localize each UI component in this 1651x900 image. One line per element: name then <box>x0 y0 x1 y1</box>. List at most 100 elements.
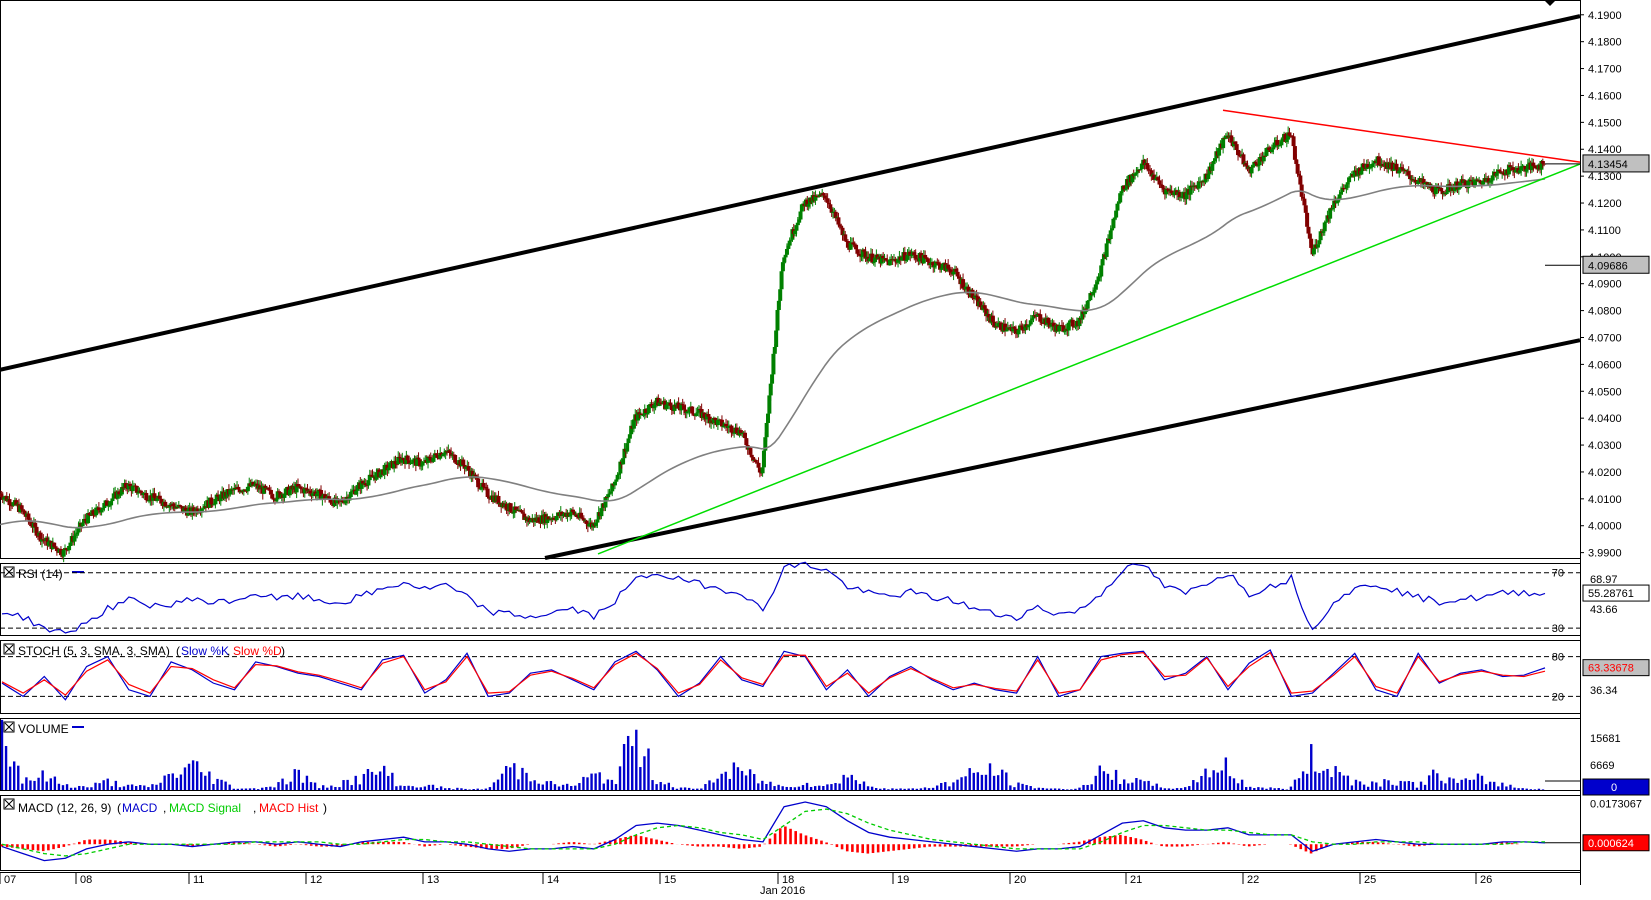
candle-body <box>854 244 859 250</box>
candle <box>637 407 642 419</box>
candle-body <box>1328 208 1333 219</box>
candle-body <box>1080 310 1085 320</box>
candle-body <box>522 513 527 520</box>
candle-body <box>933 262 938 266</box>
candle-body <box>1111 218 1116 229</box>
candle-body <box>1317 240 1322 245</box>
rsi-line <box>1 561 1546 634</box>
candle-body <box>656 397 661 406</box>
candle-body <box>679 404 684 411</box>
candle <box>676 397 681 409</box>
upper-channel-line <box>0 14 1581 372</box>
macd-legend-sep1: , <box>163 801 166 815</box>
candle <box>795 217 800 231</box>
candle-body <box>1135 169 1140 173</box>
candle-body <box>1269 149 1274 152</box>
candle <box>64 547 69 555</box>
candle-body <box>1322 222 1327 232</box>
candle-body <box>134 485 139 493</box>
x-month-label: Jan 2016 <box>760 885 805 895</box>
candle <box>1196 177 1201 193</box>
candle <box>157 491 162 499</box>
candle <box>813 190 818 205</box>
candle-body <box>1051 322 1056 327</box>
candle-body <box>64 548 69 550</box>
candle-body <box>1401 168 1406 171</box>
candle <box>1294 154 1299 166</box>
candle <box>603 496 608 512</box>
candle <box>1049 319 1054 332</box>
candle-body <box>1353 170 1358 172</box>
candle-body <box>843 234 848 241</box>
candle-body <box>473 474 478 477</box>
candle-body <box>822 195 827 199</box>
candle <box>1264 147 1269 157</box>
candle-body <box>1359 171 1364 175</box>
candle-body <box>676 402 681 409</box>
candle-body <box>1031 315 1036 319</box>
candle-body <box>776 300 781 311</box>
candle <box>1542 161 1547 167</box>
candle-body <box>686 411 691 413</box>
candle <box>1525 158 1530 174</box>
candle-body <box>80 522 85 527</box>
candle <box>545 513 550 529</box>
candle-body <box>1303 205 1308 213</box>
candle-body <box>1249 167 1254 174</box>
candle-body <box>1421 178 1426 184</box>
candle-body <box>875 254 880 259</box>
candle-body <box>22 510 27 515</box>
candle <box>635 409 640 424</box>
candle-body <box>407 460 412 465</box>
candle-body <box>308 490 313 494</box>
candle <box>863 246 868 262</box>
candle <box>817 191 822 198</box>
candle-body <box>240 491 245 493</box>
candle-body <box>1413 179 1418 183</box>
candle-body <box>665 404 670 406</box>
candle-body <box>201 508 206 510</box>
candle-body <box>612 481 617 486</box>
panel-cross <box>4 567 14 577</box>
candle <box>26 510 31 525</box>
candle-body <box>1123 188 1128 190</box>
candle <box>1005 321 1010 332</box>
candle-body <box>511 512 516 514</box>
candle <box>1105 234 1110 246</box>
candle-body <box>1112 217 1117 219</box>
candle-body <box>817 194 822 197</box>
volume-value-box <box>1582 778 1650 796</box>
candle-body <box>909 254 914 256</box>
candle-body <box>237 489 242 493</box>
candle <box>1447 179 1452 186</box>
candle-body <box>1040 322 1045 324</box>
candle-body <box>444 451 449 453</box>
candle-body <box>1217 148 1222 156</box>
candle-body <box>1337 194 1342 200</box>
candle-body <box>1210 163 1215 171</box>
candle-body <box>115 491 120 499</box>
candle-body <box>510 511 515 513</box>
candle <box>902 246 907 264</box>
candle-body <box>1332 200 1337 208</box>
candle-body <box>73 534 78 536</box>
candle-body <box>1114 210 1119 218</box>
candle-body <box>86 513 91 524</box>
triangle-support-line <box>597 163 1581 555</box>
candle-body <box>1156 177 1161 181</box>
candle-body <box>1016 329 1021 335</box>
candle-body <box>653 402 658 405</box>
candle-body <box>213 499 218 505</box>
candle <box>237 487 242 494</box>
candle-body <box>87 513 92 516</box>
x-tick-label: 20 <box>1014 874 1026 886</box>
candle-body <box>1307 233 1312 239</box>
candle <box>1250 164 1255 169</box>
candle-body <box>365 485 370 487</box>
candle-body <box>1104 243 1109 257</box>
volume-title: VOLUME <box>18 722 69 736</box>
candle-body <box>1032 315 1037 317</box>
candle <box>378 471 383 480</box>
candle-body <box>1433 187 1438 195</box>
candle-body <box>1061 325 1066 332</box>
